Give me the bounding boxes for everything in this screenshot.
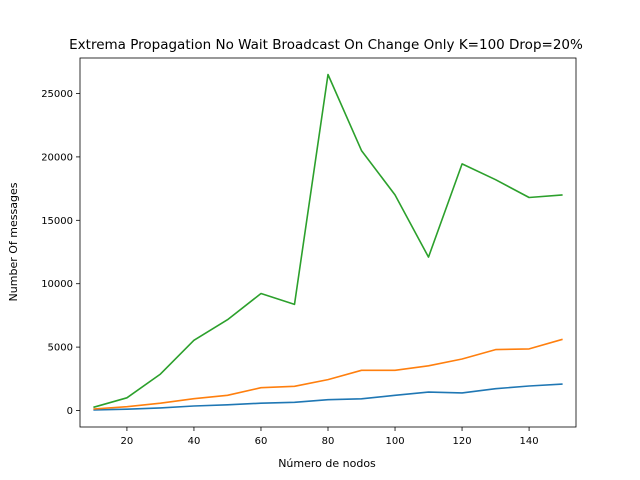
series-layer — [93, 73, 563, 411]
x-axis: 20 40 60 80 100 120 140 — [121, 427, 539, 447]
chart-title: Extrema Propagation No Wait Broadcast On… — [69, 37, 583, 53]
series-line-3 — [93, 73, 563, 409]
x-tick-label: 40 — [188, 436, 201, 447]
x-tick-label: 60 — [255, 436, 268, 447]
y-tick-label: 5000 — [48, 343, 73, 354]
x-tick-label: 140 — [520, 436, 539, 447]
x-tick-label: 120 — [453, 436, 472, 447]
x-axis-label: Número de nodos — [278, 457, 376, 470]
y-tick-label: 25000 — [41, 89, 73, 100]
y-tick-label: 15000 — [41, 216, 73, 227]
x-tick-label: 100 — [385, 436, 404, 447]
x-tick-label: 80 — [322, 436, 335, 447]
series-line-2 — [93, 338, 563, 410]
plot-frame — [79, 57, 577, 428]
y-tick-label: 10000 — [41, 279, 73, 290]
y-axis: 0 5000 10000 15000 20000 25000 — [41, 89, 80, 417]
y-tick-label: 20000 — [41, 152, 73, 163]
y-axis-label: Number Of messages — [7, 182, 20, 301]
series-line-1 — [93, 383, 563, 411]
y-tick-label: 0 — [67, 406, 73, 417]
x-tick-label: 20 — [121, 436, 134, 447]
